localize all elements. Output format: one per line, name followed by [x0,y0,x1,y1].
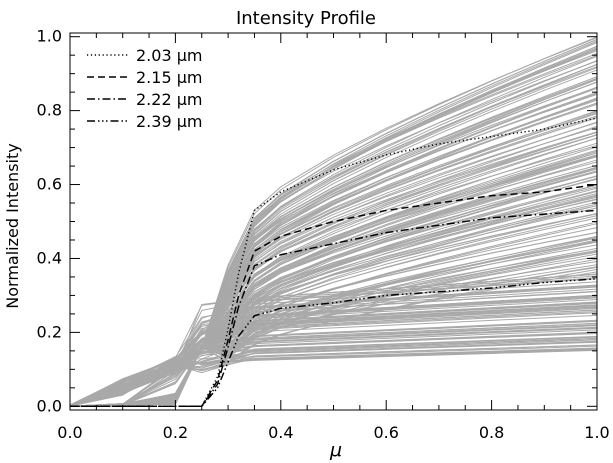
background-profile-line [69,134,598,407]
background-profile-line [69,347,598,407]
background-profile-line [69,239,598,407]
background-profile-line [69,213,598,407]
legend-label-1: 2.03 μm [136,46,202,65]
y-tick-label: 0.2 [37,322,62,341]
y-tick-label: 0.6 [37,175,62,194]
background-profile-line [69,338,598,407]
background-profile-line [69,146,598,407]
legend-label-3: 2.22 μm [136,90,202,109]
background-profile-line [69,299,598,407]
x-tick-label: 0.2 [163,423,188,442]
background-profile-line [69,244,598,407]
series-line-4 [70,278,598,408]
legend-label-2: 2.15 μm [136,68,202,87]
axes: 0.0 0.2 0.4 0.6 0.8 1.0 0.0 0.2 0.4 0.6 0.8 1.0 [37,27,610,442]
highlighted-series-group [70,117,598,408]
y-tick-label: 0.8 [37,101,62,120]
y-axis-label: Normalized Intensity [3,143,22,308]
background-profile-line [69,152,598,407]
plot-area [69,36,598,408]
background-profile-line [69,97,598,407]
background-profile-line [69,284,598,407]
legend: 2.03 μm 2.15 μm 2.22 μm 2.39 μm [87,46,202,131]
x-tick-label: 0.6 [373,423,398,442]
background-profile-line [69,312,598,407]
x-tick-label: 1.0 [584,423,609,442]
background-profile-line [69,296,598,407]
background-profile-line [69,145,598,407]
background-profile-line [69,320,598,406]
background-profile-line [69,195,598,407]
background-series-group [69,36,598,407]
background-profile-line [69,237,598,407]
y-tick-label: 1.0 [37,27,62,46]
legend-label-4: 2.39 μm [136,112,202,131]
background-profile-line [69,332,598,407]
x-tick-label: 0.0 [57,423,82,442]
y-tick-label: 0.4 [37,248,62,267]
x-tick-label: 0.4 [268,423,293,442]
background-profile-line [69,76,598,407]
x-tick-label: 0.8 [479,423,504,442]
background-profile-line [69,320,598,406]
chart-title: Intensity Profile [236,8,376,29]
background-profile-line [69,275,598,407]
x-axis-label: μ [329,439,342,461]
y-tick-label: 0.0 [37,396,62,415]
